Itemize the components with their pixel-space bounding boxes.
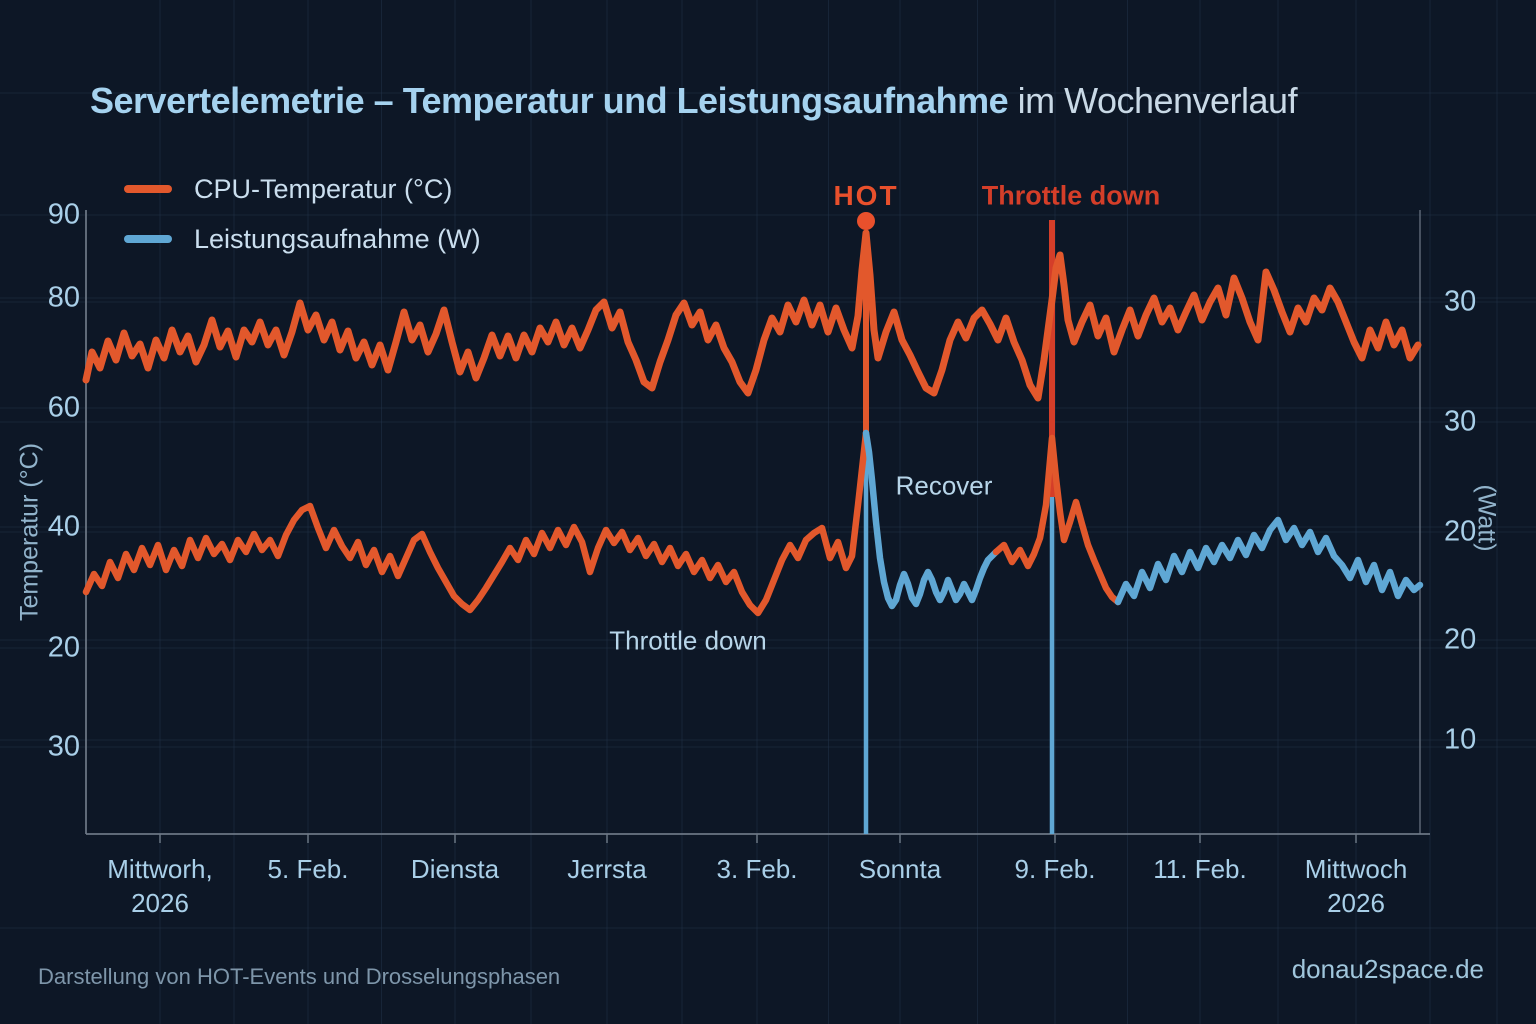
y-axis-tick-right: 20 — [1444, 515, 1477, 548]
y-axis-tick-right: 30 — [1444, 285, 1477, 318]
y-axis-tick-left: 30 — [47, 730, 80, 763]
annotation-recover: Recover — [895, 470, 993, 501]
legend-item-power: Leistungsaufnahme (W) — [124, 222, 481, 256]
power-consumption-line — [82, 429, 870, 617]
hot-event-marker-dot — [857, 212, 875, 230]
y-axis-tick-right: 30 — [1444, 405, 1477, 438]
x-axis-tick: 3. Feb. — [716, 854, 798, 884]
footer-caption: Darstellung von HOT-Events und Drosselun… — [38, 964, 561, 989]
page-title: Servertelemetrie – Temperatur und Leistu… — [90, 80, 1298, 122]
x-axis-tick: 11. Feb. — [1153, 854, 1247, 884]
legend: CPU-Temperatur (°C) Leistungsaufnahme (W… — [124, 172, 481, 272]
power-consumption-line — [862, 429, 1000, 610]
y-axis-tick-left: 60 — [47, 391, 80, 424]
title-suffix: im Wochenverlauf — [1008, 80, 1298, 121]
annotation-throttle-down-mid: Throttle down — [609, 625, 767, 656]
y-axis-tick-left: 40 — [47, 510, 80, 543]
annotation-hot: HOT — [833, 180, 899, 211]
x-axis-tick: Jerrsta — [567, 854, 647, 884]
y-axis-tick-left: 90 — [47, 198, 80, 231]
x-axis-tick: Diensta — [410, 854, 500, 884]
footer-source-url: donau2space.de — [1291, 954, 1484, 984]
y-axis-tick-left: 80 — [47, 281, 80, 314]
power-consumption-line — [992, 434, 1122, 606]
y-axis-tick-right: 20 — [1444, 623, 1477, 656]
x-axis-tick: Mittworh, 2026 — [107, 854, 213, 918]
cpu-temperature-line — [82, 229, 1422, 402]
legend-item-cpu-temp: CPU-Temperatur (°C) — [124, 172, 481, 206]
x-axis-tick: Sonnta — [858, 854, 942, 884]
power-line-swatch — [124, 235, 172, 243]
y-axis-tick-right: 10 — [1444, 723, 1477, 756]
title-main: Servertelemetrie – Temperatur und Leistu… — [90, 80, 1009, 121]
x-axis-tick: 5. Feb. — [267, 854, 349, 884]
x-axis-tick-sublabel: 2026 — [131, 888, 189, 918]
legend-label: CPU-Temperatur (°C) — [194, 173, 453, 204]
annotation-throttle-down-top: Throttle down — [981, 180, 1161, 211]
x-axis-tick-sublabel: 2026 — [1327, 888, 1385, 918]
power-consumption-line — [1114, 516, 1424, 606]
cpu-temp-line-swatch — [124, 185, 172, 193]
legend-label: Leistungsaufnahme (W) — [194, 223, 481, 254]
x-axis-tick: 9. Feb. — [1014, 854, 1096, 884]
y-axis-label-left: Temperatur (°C) — [15, 442, 44, 622]
y-axis-tick-left: 20 — [47, 631, 80, 664]
x-axis-tick: Mittwoch 2026 — [1304, 854, 1408, 918]
